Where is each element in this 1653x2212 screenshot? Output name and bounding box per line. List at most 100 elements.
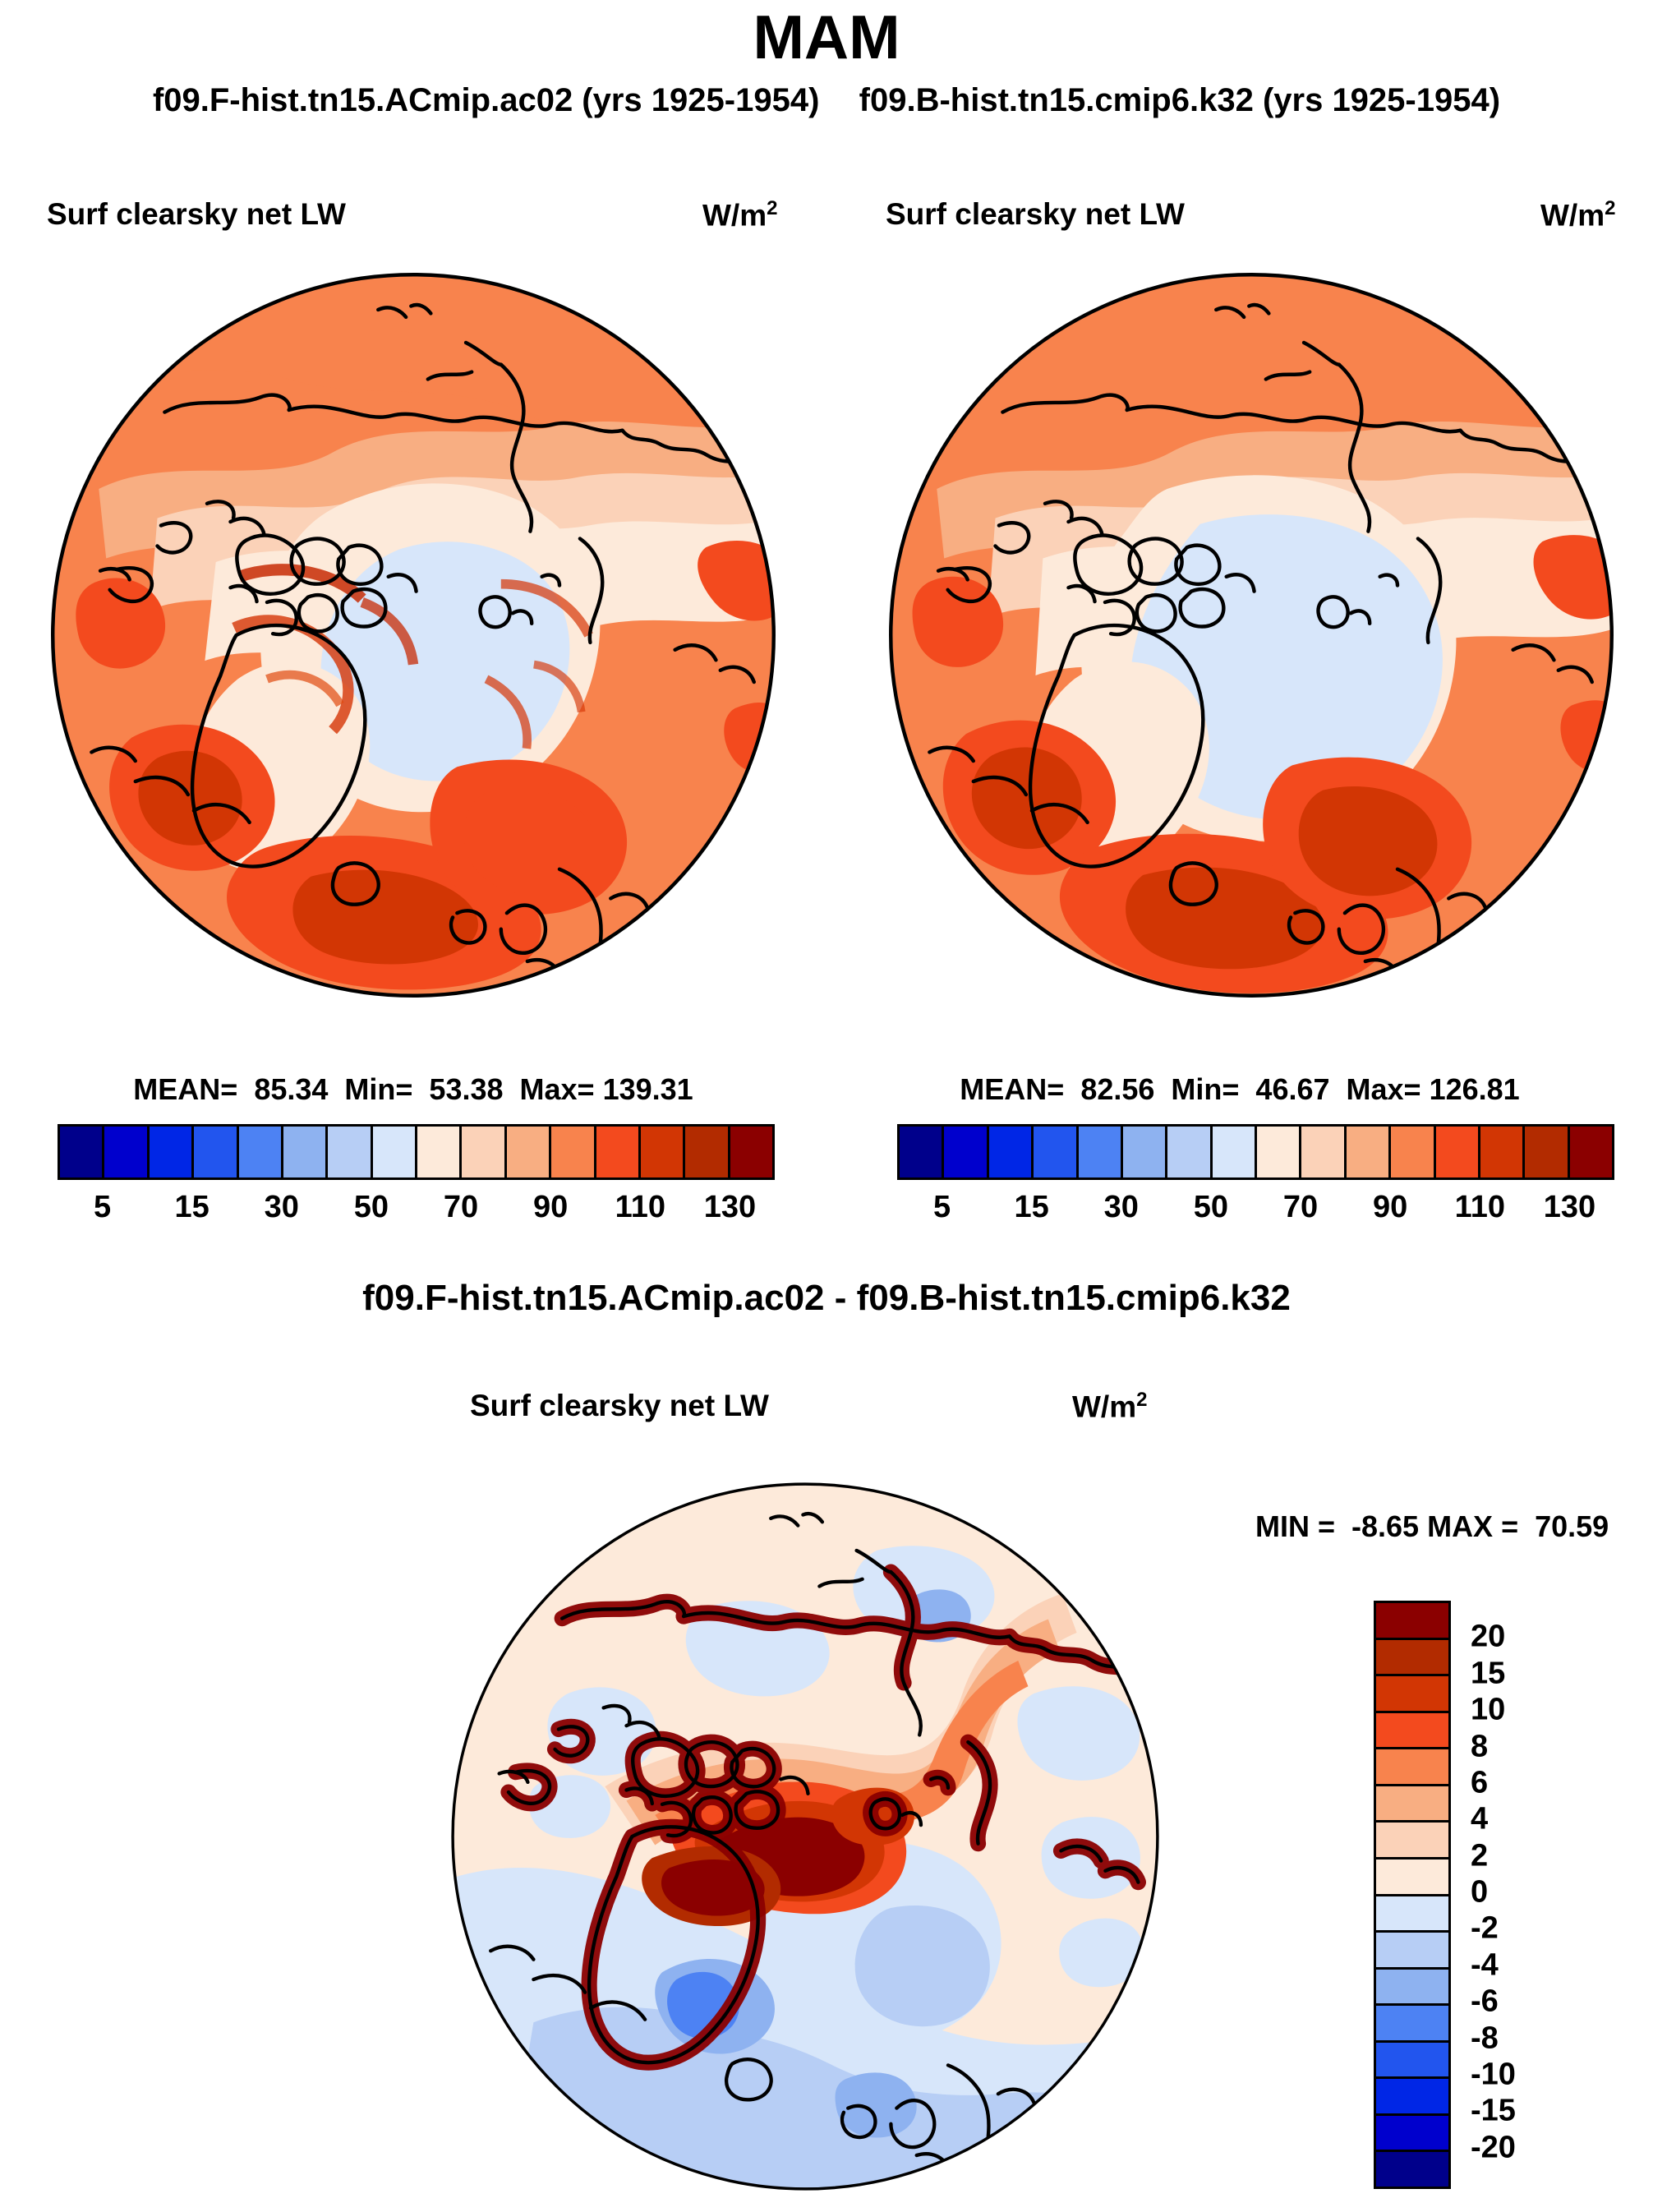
colorbar-cell (1376, 1859, 1448, 1896)
difference-minmax: MIN = -8.65 MAX = 70.59 (1255, 1509, 1609, 1543)
difference-colorbar-ticks: 20 15 10 8 6 4 2 0 -2 -4 -6 -8 -10 -15 -20 (1471, 1601, 1618, 2184)
colorbar-tick-label: 130 (1543, 1190, 1596, 1224)
colorbar-cell (1376, 1896, 1448, 1933)
right-panel-units: W/m2 (1540, 197, 1615, 233)
right-units-text: W/m (1540, 198, 1605, 233)
colorbar-tick-label: -4 (1471, 1947, 1499, 1983)
colorbar-cell (1569, 1127, 1612, 1177)
colorbar-cell (551, 1127, 596, 1177)
colorbar-tick-label: -15 (1471, 2093, 1516, 2128)
right-colorbar[interactable] (897, 1124, 1614, 1180)
colorbar-cell (1376, 1639, 1448, 1677)
colorbar-cell (462, 1127, 507, 1177)
colorbar-cell (60, 1127, 105, 1177)
colorbar-tick-label: 90 (533, 1190, 569, 1224)
colorbar-cell (1391, 1127, 1436, 1177)
right-units-exponent: 2 (1605, 197, 1616, 219)
colorbar-cell (1376, 2115, 1448, 2153)
colorbar-tick-label: 30 (264, 1190, 299, 1224)
colorbar-cell (283, 1127, 329, 1177)
colorbar-tick-label: 5 (932, 1190, 951, 1224)
right-panel-variable-label: Surf clearsky net LW (886, 197, 1185, 231)
colorbar-tick-label: 70 (1282, 1190, 1319, 1224)
colorbar-tick-label: 110 (615, 1190, 665, 1224)
right-panel-stats: MEAN= 82.56 Min= 46.67 Max= 126.81 (960, 1072, 1520, 1106)
colorbar-tick-label: 8 (1471, 1729, 1489, 1763)
colorbar-cell (1376, 2006, 1448, 2043)
colorbar-cell (1435, 1127, 1480, 1177)
colorbar-cell (104, 1127, 150, 1177)
diff-panel-units: W/m2 (1072, 1389, 1147, 1424)
diff-panel-variable-label: Surf clearsky net LW (470, 1389, 769, 1422)
map-right-arctic (886, 270, 1617, 1001)
colorbar-cell (194, 1127, 239, 1177)
page-title: MAM (753, 2, 900, 71)
colorbar-cell (328, 1127, 373, 1177)
colorbar-cell (1376, 1933, 1448, 1970)
case-titles-row: f09.F-hist.tn15.ACmip.ac02 (yrs 1925-195… (0, 82, 1653, 119)
colorbar-cell (1480, 1127, 1526, 1177)
map-difference-arctic (448, 1479, 1163, 2194)
right-colorbar-ticks: 5 15 30 50 70 90 110 130 (897, 1190, 1614, 1228)
colorbar-cell (988, 1127, 1034, 1177)
colorbar-cell (1376, 2042, 1448, 2080)
colorbar-cell (1346, 1127, 1392, 1177)
colorbar-cell (417, 1127, 463, 1177)
colorbar-tick-label: 0 (1471, 1874, 1489, 1910)
left-units-text: W/m (702, 198, 767, 233)
colorbar-tick-label: -6 (1471, 1984, 1499, 2019)
colorbar-tick-label: 5 (93, 1190, 112, 1224)
colorbar-cell (1167, 1127, 1213, 1177)
colorbar-tick-label: -2 (1471, 1910, 1499, 1946)
colorbar-tick-label: -20 (1471, 2130, 1516, 2165)
difference-title: f09.F-hist.tn15.ACmip.ac02 - f09.B-hist.… (362, 1278, 1291, 1318)
colorbar-cell (372, 1127, 417, 1177)
colorbar-cell (1034, 1127, 1079, 1177)
left-panel-variable-label: Surf clearsky net LW (47, 197, 346, 231)
colorbar-tick-label: 20 (1471, 1619, 1506, 1654)
colorbar-cell (1122, 1127, 1168, 1177)
diff-units-text: W/m (1072, 1389, 1137, 1424)
colorbar-tick-label: -10 (1471, 2057, 1516, 2092)
colorbar-cell (238, 1127, 283, 1177)
colorbar-tick-label: -8 (1471, 2021, 1499, 2055)
colorbar-tick-label: 2 (1471, 1838, 1489, 1873)
colorbar-cell (685, 1127, 730, 1177)
colorbar-cell (900, 1127, 945, 1177)
colorbar-tick-label: 110 (1454, 1190, 1505, 1224)
colorbar-tick-label: 90 (1373, 1190, 1408, 1224)
colorbar-cell (1078, 1127, 1123, 1177)
diff-units-exponent: 2 (1136, 1389, 1148, 1411)
left-colorbar-ticks: 5 15 30 50 70 90 110 130 (58, 1190, 775, 1228)
colorbar-cell (730, 1127, 772, 1177)
colorbar-tick-label: 70 (443, 1190, 479, 1224)
difference-colorbar[interactable] (1374, 1601, 1451, 2189)
colorbar-cell (1376, 1786, 1448, 1823)
colorbar-cell (1376, 2079, 1448, 2116)
case-title-spacer (829, 82, 850, 119)
left-panel-stats: MEAN= 85.34 Min= 53.38 Max= 139.31 (133, 1072, 693, 1106)
colorbar-cell (1376, 1603, 1448, 1640)
colorbar-cell (1376, 1749, 1448, 1786)
colorbar-tick-label: 15 (174, 1190, 210, 1224)
colorbar-tick-label: 15 (1471, 1656, 1506, 1691)
left-colorbar[interactable] (58, 1124, 775, 1180)
colorbar-tick-label: 4 (1471, 1801, 1489, 1836)
colorbar-cell (596, 1127, 641, 1177)
left-panel-units: W/m2 (702, 197, 777, 233)
left-units-exponent: 2 (767, 197, 778, 219)
case-title-right: f09.B-hist.tn15.cmip6.k32 (yrs 1925-1954… (859, 82, 1501, 118)
colorbar-tick-label: 6 (1471, 1765, 1489, 1800)
colorbar-cell (1376, 1969, 1448, 2007)
colorbar-tick-label: 10 (1471, 1692, 1506, 1727)
colorbar-tick-label: 50 (1193, 1190, 1229, 1224)
colorbar-cell (1212, 1127, 1257, 1177)
colorbar-cell (1257, 1127, 1302, 1177)
colorbar-cell (1301, 1127, 1347, 1177)
case-title-left: f09.F-hist.tn15.ACmip.ac02 (yrs 1925-195… (152, 82, 820, 118)
colorbar-cell (1376, 2152, 1448, 2187)
map-left-arctic (48, 270, 779, 1001)
colorbar-cell (640, 1127, 686, 1177)
colorbar-cell (1376, 1676, 1448, 1713)
colorbar-cell (1376, 1712, 1448, 1750)
